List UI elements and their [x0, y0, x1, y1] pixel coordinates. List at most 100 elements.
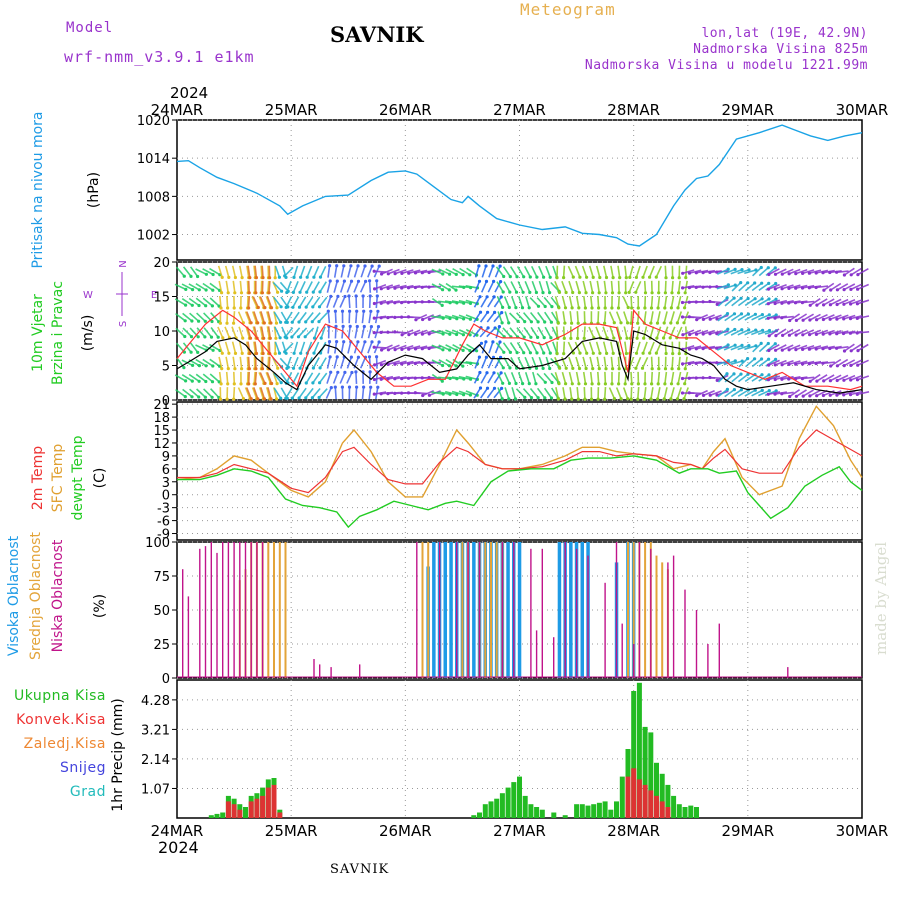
- wind-arrow: [730, 344, 743, 351]
- wind-arrow-head: [687, 347, 692, 351]
- wind-arrow-head: [643, 291, 648, 295]
- wind-arrow: [182, 388, 193, 398]
- wind-arrow-head: [821, 347, 825, 351]
- wind-arrow: [522, 312, 533, 323]
- wind-arrow-head: [541, 291, 545, 295]
- wind-arrow: [259, 326, 264, 339]
- wind-arrow-head: [333, 385, 337, 389]
- wind-arrow: [809, 298, 821, 306]
- wind-arrow: [789, 313, 801, 322]
- wind-arrow-head: [701, 376, 705, 380]
- wind-arrow-head: [557, 382, 561, 386]
- wind-arrow: [480, 387, 489, 399]
- wind-arrow: [823, 314, 835, 321]
- wind-arrow-head: [247, 367, 251, 371]
- wind-arrow-head: [204, 379, 208, 384]
- wind-arrow: [246, 356, 249, 369]
- wind-arrow-head: [373, 287, 377, 291]
- wind-arrow-head: [363, 264, 367, 268]
- station-title: SAVNIK: [330, 22, 424, 47]
- wind-arrow: [488, 341, 494, 354]
- wind-arrow: [850, 299, 863, 305]
- wind-arrow-head: [219, 306, 223, 310]
- wind-arrow: [538, 356, 544, 369]
- wind-arrow-head: [688, 332, 692, 337]
- wind-arrow-head: [304, 320, 308, 324]
- wind-arrow: [495, 327, 505, 338]
- wind-arrow-head: [715, 346, 719, 350]
- wind-arrow-head: [197, 303, 201, 308]
- wind-arrow: [254, 341, 258, 354]
- wind-arrow-head: [590, 306, 594, 310]
- wind-arrow-head: [341, 324, 345, 328]
- wind-arrow: [716, 284, 729, 290]
- wind-arrow: [428, 361, 442, 364]
- wind-arrow-head: [515, 351, 519, 355]
- wind-arrow: [495, 326, 501, 339]
- wind-arrow-head: [400, 362, 404, 366]
- wind-arrow: [209, 373, 220, 383]
- wind-arrow: [497, 311, 503, 324]
- wind-arrow: [857, 375, 870, 381]
- wind-arrow: [226, 295, 229, 309]
- wind-arrow: [555, 311, 560, 324]
- wind-arrow-head: [800, 301, 805, 305]
- wind-arrow: [438, 268, 450, 275]
- wind-arrow-head: [663, 291, 668, 295]
- temperature-ytick-label: 15: [153, 424, 170, 439]
- wind-arrow: [247, 371, 250, 384]
- wind-arrow-head: [555, 352, 559, 356]
- wind-arrow-head: [280, 289, 284, 293]
- wind-arrow: [643, 387, 647, 400]
- wind-arrow: [474, 265, 480, 278]
- wind-arrow: [758, 389, 770, 397]
- wind-arrow: [850, 375, 863, 381]
- wind-arrow-head: [328, 264, 332, 268]
- wind-arrow: [603, 387, 607, 400]
- wind-arrow: [822, 361, 835, 365]
- cloud-low-bar: [621, 623, 623, 678]
- wind-arrow: [267, 326, 272, 339]
- wind-arrow-head: [669, 321, 673, 325]
- wind-arrow-head: [502, 274, 506, 279]
- wind-arrow: [509, 327, 519, 338]
- cloud-high-bar: [506, 542, 510, 678]
- wind-arrow: [238, 326, 244, 339]
- wind-arrow: [487, 372, 495, 384]
- wind-arrow: [530, 265, 538, 278]
- wind-arrow: [493, 312, 503, 323]
- model-name: wrf-nmm_v3.9.1 e1km: [64, 48, 255, 66]
- wind-arrow-head: [260, 291, 264, 295]
- wind-arrow: [493, 372, 502, 384]
- wind-arrow: [174, 298, 187, 306]
- wind-arrow-head: [603, 382, 608, 386]
- wind-arrow-head: [549, 396, 554, 400]
- wind-arrow-head: [577, 306, 581, 310]
- wind-arrow: [195, 283, 207, 291]
- wind-arrow-head: [780, 272, 784, 276]
- wind-arrow-head: [350, 370, 354, 375]
- wind-arrow: [588, 341, 595, 354]
- wind-arrow-head: [619, 397, 623, 401]
- wind-arrow: [431, 344, 444, 351]
- wind-arrow-head: [787, 333, 792, 337]
- wind-arrow: [318, 312, 328, 323]
- wind-arrow-head: [197, 395, 201, 399]
- sfc-temp-line: [176, 405, 863, 498]
- wind-arrow-head: [454, 288, 458, 292]
- wind-arrow: [816, 298, 828, 306]
- wind-arrow: [702, 329, 716, 335]
- wind-arrow-head: [420, 361, 424, 365]
- wind-arrow-head: [303, 335, 307, 339]
- wind-arrow: [583, 295, 587, 309]
- wind-arrow: [445, 358, 457, 367]
- wind-arrow-head: [312, 336, 317, 340]
- wind-arrow-head: [555, 276, 559, 280]
- wind-arrow-head: [311, 290, 315, 294]
- wind-arrow-head: [441, 288, 445, 292]
- wind-arrow: [473, 311, 482, 323]
- wind-arrow: [641, 356, 649, 369]
- wind-arrow-head: [335, 279, 339, 283]
- wind-arrow: [676, 326, 683, 339]
- wind-arrow-head: [774, 348, 778, 352]
